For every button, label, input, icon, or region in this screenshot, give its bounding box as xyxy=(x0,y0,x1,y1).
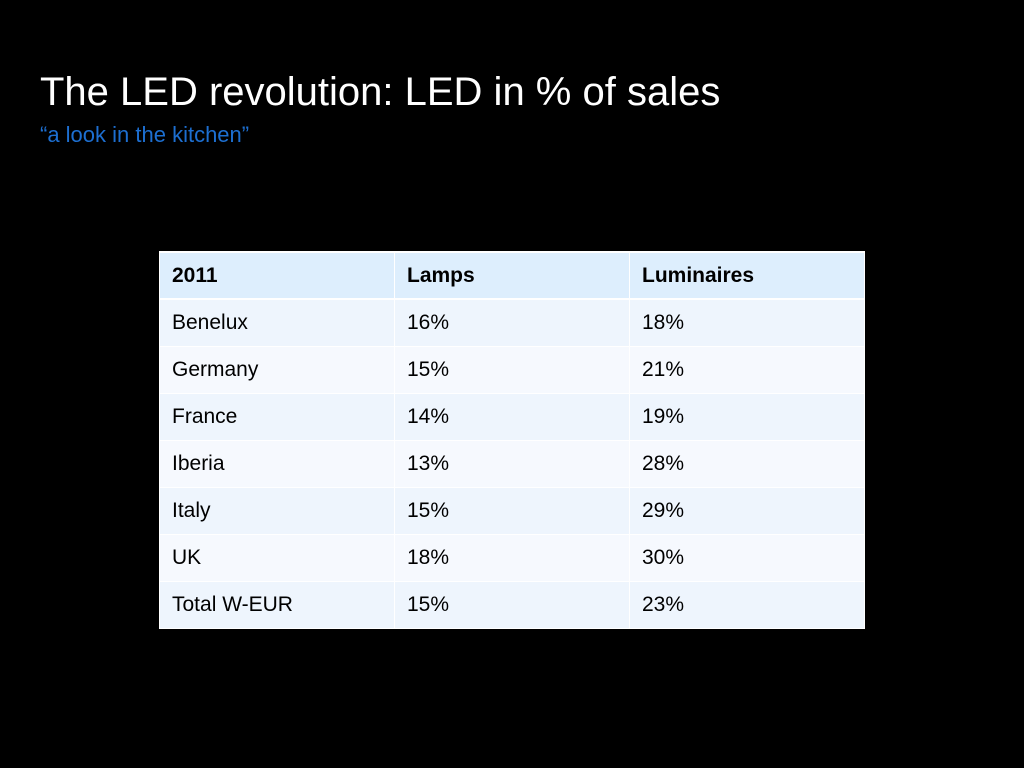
region-cell: Italy xyxy=(159,486,395,535)
header-luminaires: Luminaires xyxy=(629,251,865,300)
region-cell: UK xyxy=(159,533,395,582)
luminaires-cell: 19% xyxy=(629,392,865,441)
lamps-cell: 14% xyxy=(394,392,630,441)
table-row: Benelux 16% 18% xyxy=(159,298,865,347)
lamps-cell: 13% xyxy=(394,439,630,488)
lamps-cell: 15% xyxy=(394,580,630,629)
region-cell: Total W-EUR xyxy=(159,580,395,629)
table-header-row: 2011 Lamps Luminaires xyxy=(159,251,865,300)
luminaires-cell: 28% xyxy=(629,439,865,488)
header-lamps: Lamps xyxy=(394,251,630,300)
region-cell: Iberia xyxy=(159,439,395,488)
region-cell: Benelux xyxy=(159,298,395,347)
table-row: Italy 15% 29% xyxy=(159,486,865,535)
table-row: Total W-EUR 15% 23% xyxy=(159,580,865,629)
region-cell: Germany xyxy=(159,345,395,394)
luminaires-cell: 23% xyxy=(629,580,865,629)
luminaires-cell: 30% xyxy=(629,533,865,582)
luminaires-cell: 21% xyxy=(629,345,865,394)
slide-subtitle: “a look in the kitchen” xyxy=(40,122,250,147)
slide-title: The LED revolution: LED in % of sales xyxy=(40,70,721,114)
lamps-cell: 18% xyxy=(394,533,630,582)
table-row: Iberia 13% 28% xyxy=(159,439,865,488)
header-year: 2011 xyxy=(159,251,395,300)
led-sales-table: 2011 Lamps Luminaires Benelux 16% 18% Ge… xyxy=(159,251,865,629)
luminaires-cell: 18% xyxy=(629,298,865,347)
luminaires-cell: 29% xyxy=(629,486,865,535)
lamps-cell: 15% xyxy=(394,345,630,394)
lamps-cell: 15% xyxy=(394,486,630,535)
region-cell: France xyxy=(159,392,395,441)
lamps-cell: 16% xyxy=(394,298,630,347)
table-row: Germany 15% 21% xyxy=(159,345,865,394)
table-row: France 14% 19% xyxy=(159,392,865,441)
table-row: UK 18% 30% xyxy=(159,533,865,582)
